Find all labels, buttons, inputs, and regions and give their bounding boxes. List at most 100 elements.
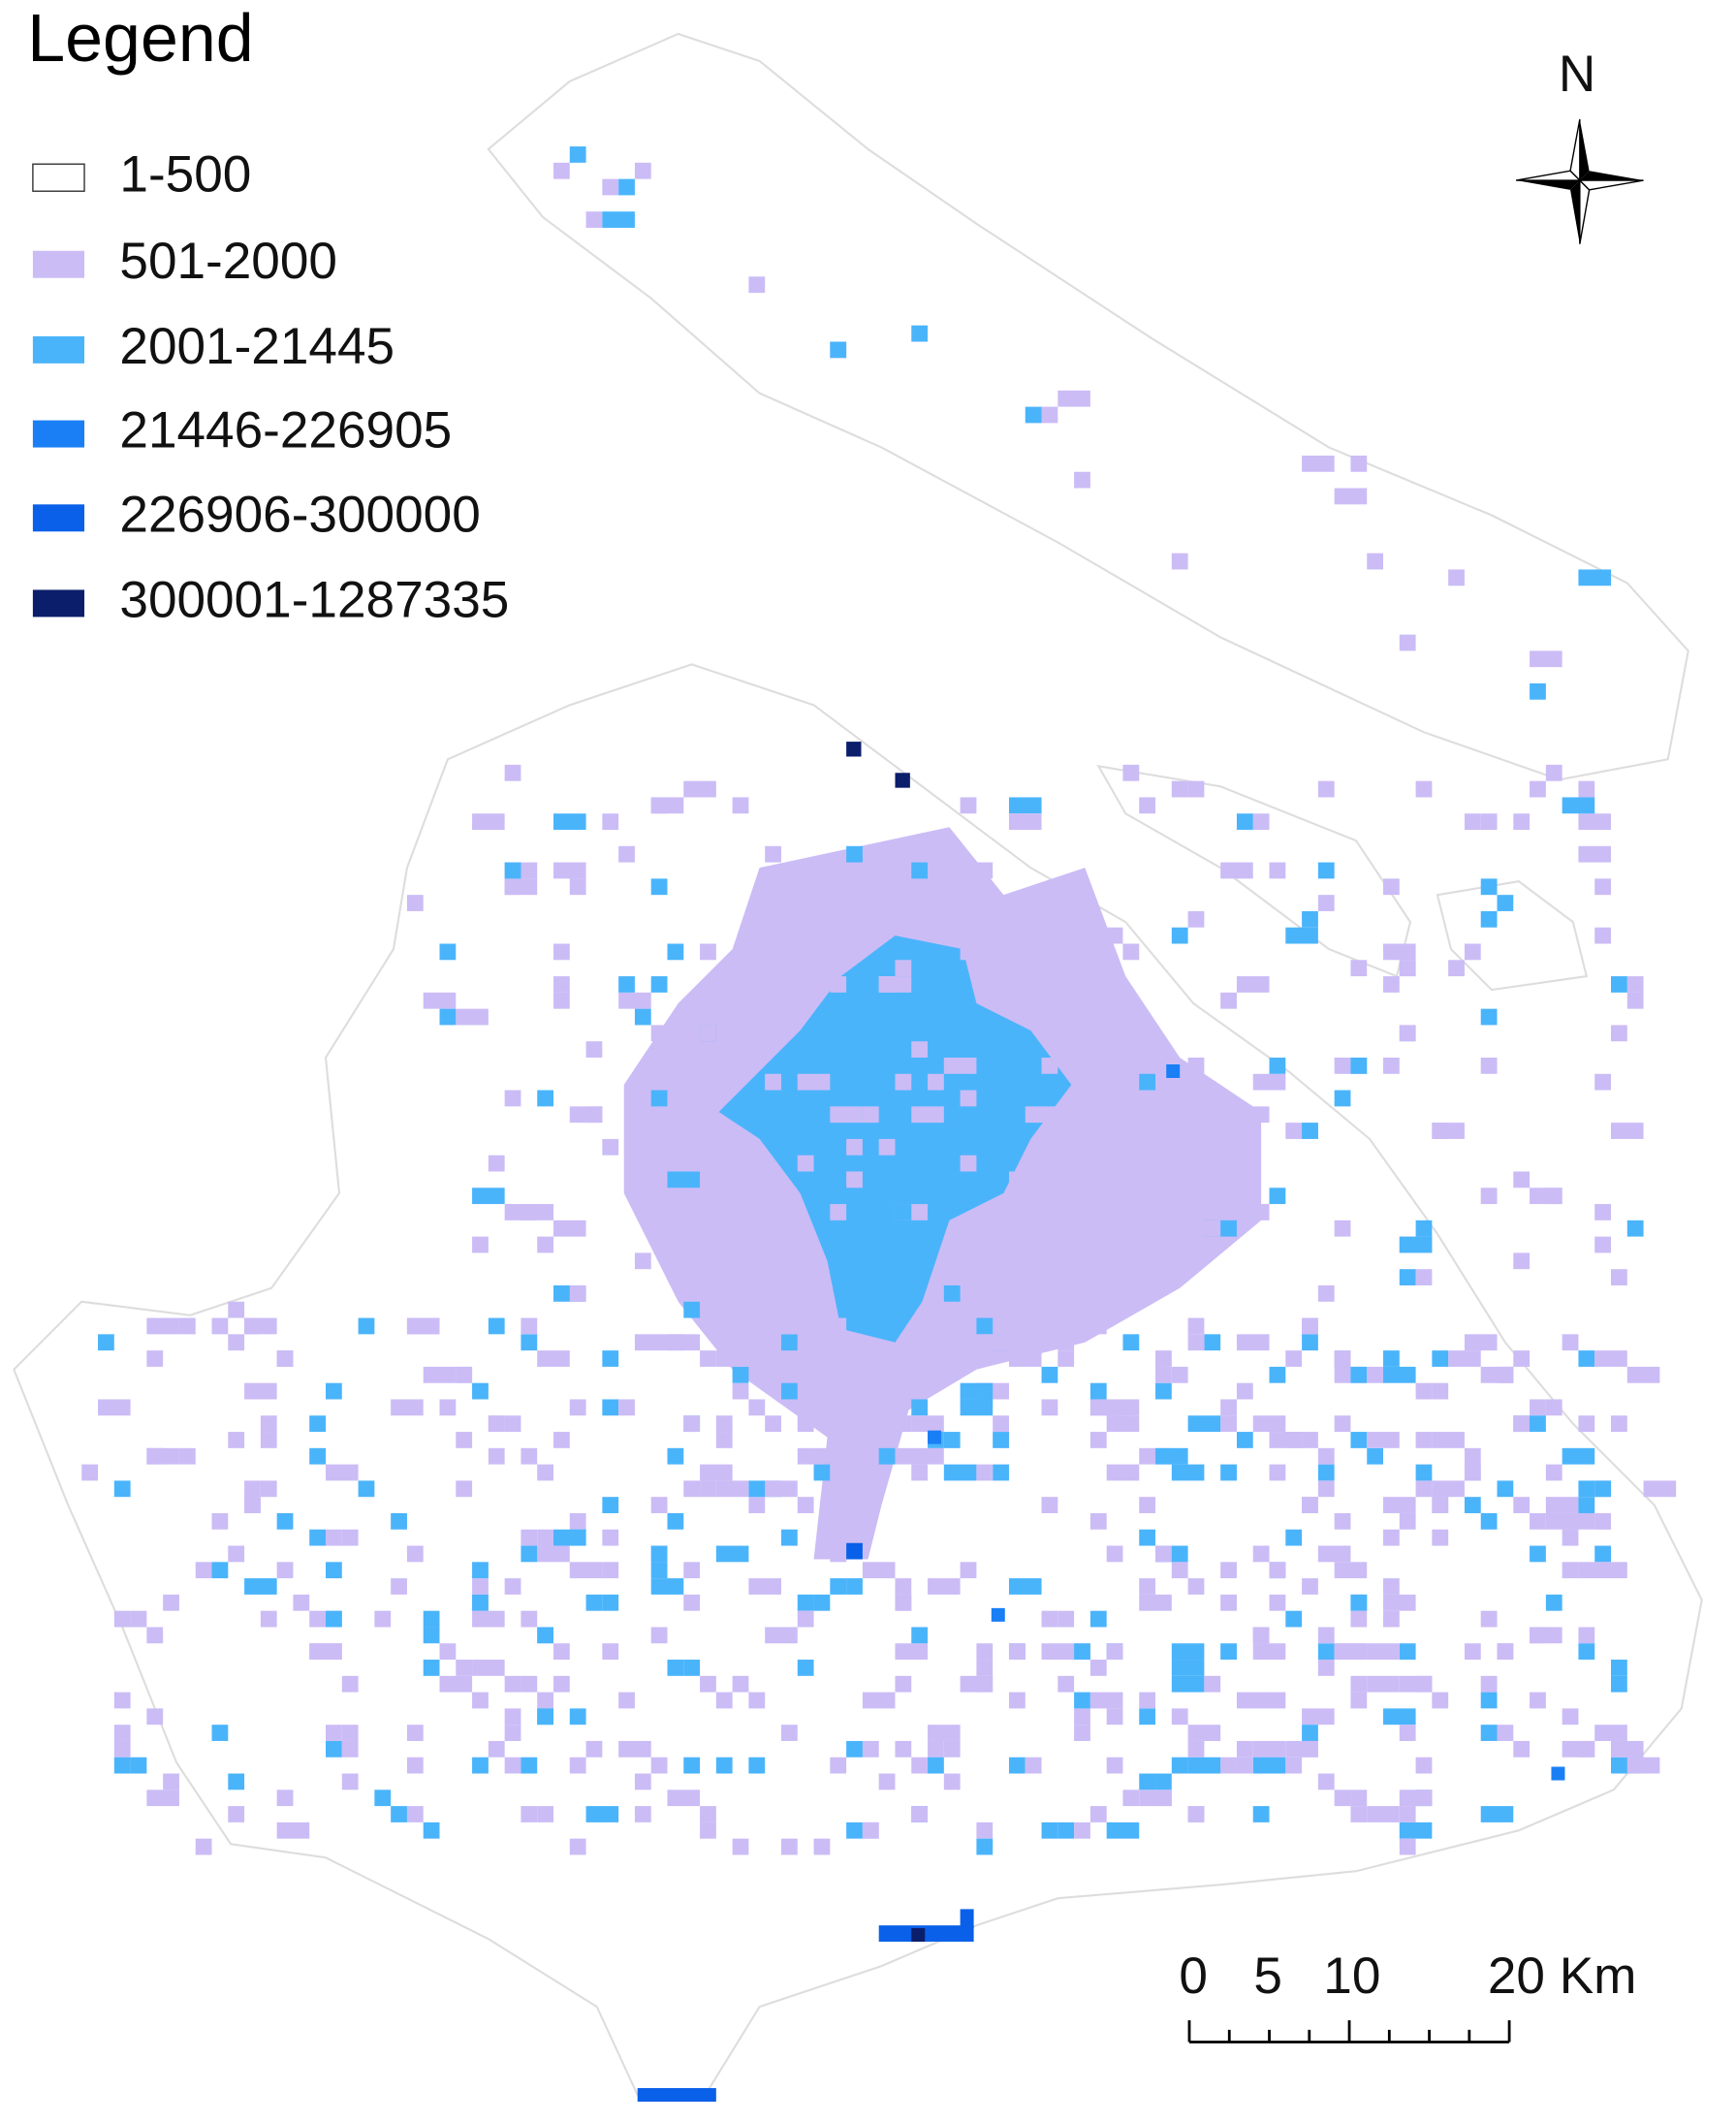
cell — [960, 943, 977, 961]
cell — [878, 1447, 896, 1465]
cell — [667, 1155, 684, 1172]
cell — [1334, 1090, 1351, 1107]
cell — [1269, 1188, 1286, 1205]
cell — [1220, 1562, 1237, 1579]
cell — [1497, 1366, 1514, 1383]
cell — [602, 1643, 619, 1661]
cell — [683, 1480, 701, 1498]
cell — [1139, 1692, 1156, 1709]
cell — [326, 1610, 342, 1628]
cell — [1089, 1432, 1107, 1448]
cell — [146, 1627, 164, 1644]
cell — [98, 1334, 114, 1351]
cell — [1626, 976, 1644, 993]
cell — [439, 1399, 457, 1416]
cell — [244, 1382, 277, 1400]
cell — [552, 1529, 586, 1546]
cell — [326, 1740, 342, 1758]
cell — [1610, 1123, 1644, 1139]
cell — [813, 1594, 831, 1611]
cell — [1171, 927, 1188, 944]
cell — [1089, 1317, 1107, 1335]
cell — [1171, 1366, 1188, 1383]
cell — [537, 1692, 553, 1709]
cell — [1008, 813, 1042, 831]
cell — [1610, 1562, 1627, 1579]
cell — [472, 1757, 489, 1774]
cell — [943, 1773, 961, 1790]
cell — [1350, 455, 1368, 472]
cell — [1041, 1610, 1058, 1628]
cell — [1350, 1789, 1368, 1807]
cell — [456, 1660, 473, 1676]
cell — [715, 1692, 733, 1709]
cell — [976, 1464, 994, 1481]
cell — [1074, 1821, 1090, 1839]
cell — [552, 1675, 570, 1693]
cell — [358, 1480, 375, 1498]
cell — [504, 1675, 521, 1693]
cell — [521, 1204, 553, 1220]
cell — [960, 1382, 994, 1400]
cell — [1302, 455, 1335, 472]
cell — [732, 1838, 749, 1855]
cell — [504, 1578, 521, 1595]
cell — [765, 1415, 781, 1433]
cell — [1383, 1366, 1416, 1383]
cell — [780, 1838, 798, 1855]
cell — [537, 1236, 553, 1253]
cell — [1187, 780, 1205, 798]
cell — [1041, 1497, 1058, 1513]
cell — [976, 1660, 994, 1676]
cell — [406, 1545, 424, 1563]
cell — [732, 1350, 766, 1367]
cell — [1057, 1821, 1075, 1839]
cell — [488, 1447, 505, 1465]
cell — [830, 1317, 847, 1335]
cell — [780, 1529, 798, 1546]
cell — [960, 1090, 977, 1107]
cell — [976, 1821, 994, 1839]
cell — [1513, 1497, 1531, 1513]
cell — [178, 1317, 196, 1335]
cell — [1626, 1366, 1660, 1383]
cell — [748, 1578, 781, 1595]
cell — [830, 1512, 847, 1530]
cell — [326, 1529, 342, 1546]
cell — [813, 1464, 831, 1481]
cell — [1252, 1806, 1270, 1822]
cell — [602, 1562, 619, 1579]
cell — [862, 1821, 879, 1839]
cell — [1302, 1317, 1318, 1335]
cell — [928, 1725, 961, 1741]
cell — [1480, 1675, 1498, 1693]
cell — [1236, 1757, 1253, 1774]
cell — [1317, 1627, 1335, 1644]
cell — [1594, 1725, 1627, 1741]
cell — [1551, 1766, 1565, 1781]
cell — [1399, 1269, 1416, 1285]
cell — [1530, 780, 1546, 798]
cell — [1464, 1447, 1481, 1465]
cell — [1626, 992, 1644, 1009]
cell — [326, 1562, 342, 1579]
cell — [1334, 1512, 1351, 1530]
cell — [1399, 1512, 1416, 1530]
cell — [1432, 1432, 1465, 1448]
cell — [911, 1464, 929, 1481]
cell — [1057, 1675, 1075, 1693]
cell — [504, 1090, 521, 1107]
cell — [374, 1610, 392, 1628]
cell — [228, 1773, 245, 1790]
cell — [1334, 488, 1368, 505]
cell — [732, 1366, 749, 1383]
cell — [211, 1317, 229, 1335]
cell — [1008, 1350, 1042, 1367]
cell — [1171, 1660, 1205, 1676]
cell — [1545, 764, 1562, 781]
cell — [1480, 910, 1498, 928]
cell — [878, 1138, 896, 1156]
cell — [1155, 1350, 1172, 1367]
cell — [1432, 1497, 1449, 1513]
cell — [1367, 1366, 1384, 1383]
